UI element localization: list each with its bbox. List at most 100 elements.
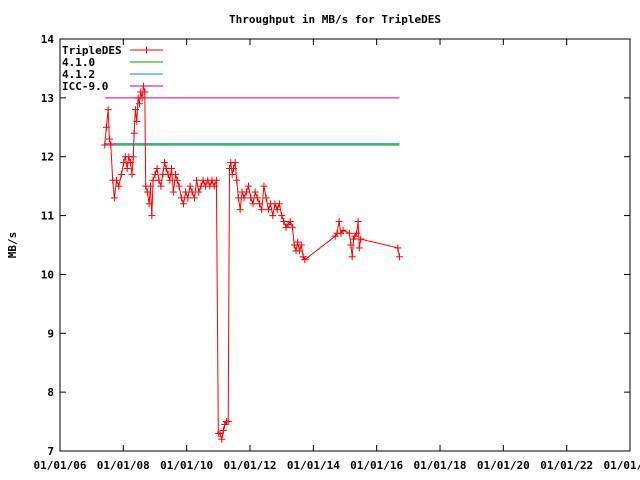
- data-point: [188, 188, 196, 196]
- data-point: [153, 164, 161, 172]
- data-point: [120, 159, 128, 167]
- data-point: [244, 182, 252, 190]
- data-point: [195, 188, 203, 196]
- y-tick-label: 14: [41, 33, 55, 46]
- x-tick-label: 01/01/24: [604, 459, 640, 472]
- data-point: [123, 164, 131, 172]
- data-point: [216, 429, 224, 437]
- data-point: [221, 421, 229, 429]
- data-point: [113, 176, 121, 184]
- data-point: [193, 176, 201, 184]
- data-point: [394, 244, 402, 252]
- data-point: [210, 182, 218, 190]
- y-tick-label: 11: [41, 210, 55, 223]
- data-point: [351, 232, 359, 240]
- data-point: [133, 117, 141, 125]
- data-point: [297, 241, 305, 249]
- data-point: [294, 238, 302, 246]
- data-point: [110, 194, 118, 202]
- x-tick-label: 01/01/16: [350, 459, 403, 472]
- data-point: [295, 247, 303, 255]
- y-axis-label: MB/s: [6, 232, 19, 259]
- data-point: [288, 223, 296, 231]
- series-line: [104, 85, 400, 440]
- data-point: [135, 100, 143, 108]
- data-point: [160, 159, 168, 167]
- data-point: [253, 194, 261, 202]
- data-point: [240, 194, 248, 202]
- data-point: [157, 182, 165, 190]
- data-point: [131, 106, 139, 114]
- data-point: [331, 232, 339, 240]
- data-point: [273, 206, 281, 214]
- data-point: [228, 170, 236, 178]
- data-point: [301, 256, 309, 264]
- x-tick-label: 01/01/22: [540, 459, 593, 472]
- data-point: [242, 188, 250, 196]
- data-point: [335, 217, 343, 225]
- y-tick-label: 7: [47, 445, 54, 458]
- data-point: [173, 176, 181, 184]
- data-point: [290, 241, 298, 249]
- data-point: [236, 206, 244, 214]
- x-tick-label: 01/01/14: [287, 459, 340, 472]
- data-point: [177, 194, 185, 202]
- data-point: [186, 182, 194, 190]
- data-point: [175, 182, 183, 190]
- data-point: [104, 106, 112, 114]
- data-point: [251, 188, 259, 196]
- data-point: [143, 188, 151, 196]
- data-point: [190, 194, 198, 202]
- data-point: [231, 159, 239, 167]
- data-point: [229, 164, 237, 172]
- data-point: [148, 212, 156, 220]
- data-point: [127, 159, 135, 167]
- data-point: [233, 176, 241, 184]
- data-point: [105, 135, 113, 143]
- legend-label: TripleDES: [62, 44, 122, 57]
- x-tick-label: 01/01/06: [34, 459, 87, 472]
- data-point: [155, 176, 163, 184]
- data-point: [256, 200, 264, 208]
- data-point: [219, 426, 227, 434]
- y-tick-label: 10: [41, 268, 54, 281]
- data-point: [171, 170, 179, 178]
- x-tick-label: 01/01/18: [414, 459, 467, 472]
- tripledes-series: [101, 82, 403, 443]
- data-point: [218, 435, 226, 443]
- data-point: [141, 88, 149, 96]
- data-point: [182, 188, 190, 196]
- data-point: [129, 153, 137, 161]
- legend-label: 4.1.2: [62, 68, 95, 81]
- legend-label: 4.1.0: [62, 56, 95, 69]
- axis-ticks: 7 8 9 10 11 12 13 14 01/01/06 01/01/08 01/01/10 01/…: [34, 33, 640, 472]
- data-point: [354, 217, 362, 225]
- data-point: [347, 241, 355, 249]
- data-point: [357, 235, 365, 243]
- reference-lines: [104, 97, 400, 146]
- y-tick-label: 9: [47, 327, 54, 340]
- y-tick-label: 8: [47, 386, 54, 399]
- data-point: [107, 141, 115, 149]
- data-point: [169, 188, 177, 196]
- data-point: [147, 182, 155, 190]
- data-point: [247, 194, 255, 202]
- data-point: [117, 170, 125, 178]
- data-point: [168, 164, 176, 172]
- data-point: [350, 235, 358, 243]
- data-point: [138, 94, 146, 102]
- data-point: [145, 200, 153, 208]
- data-point: [130, 129, 138, 137]
- data-point: [212, 176, 220, 184]
- data-point: [260, 182, 268, 190]
- data-point: [102, 123, 110, 131]
- data-point: [224, 418, 232, 426]
- data-point: [269, 212, 277, 220]
- data-point: [286, 217, 294, 225]
- data-point: [395, 253, 403, 261]
- plot-frame: [59, 38, 631, 452]
- data-point: [275, 200, 283, 208]
- data-point: [258, 206, 266, 214]
